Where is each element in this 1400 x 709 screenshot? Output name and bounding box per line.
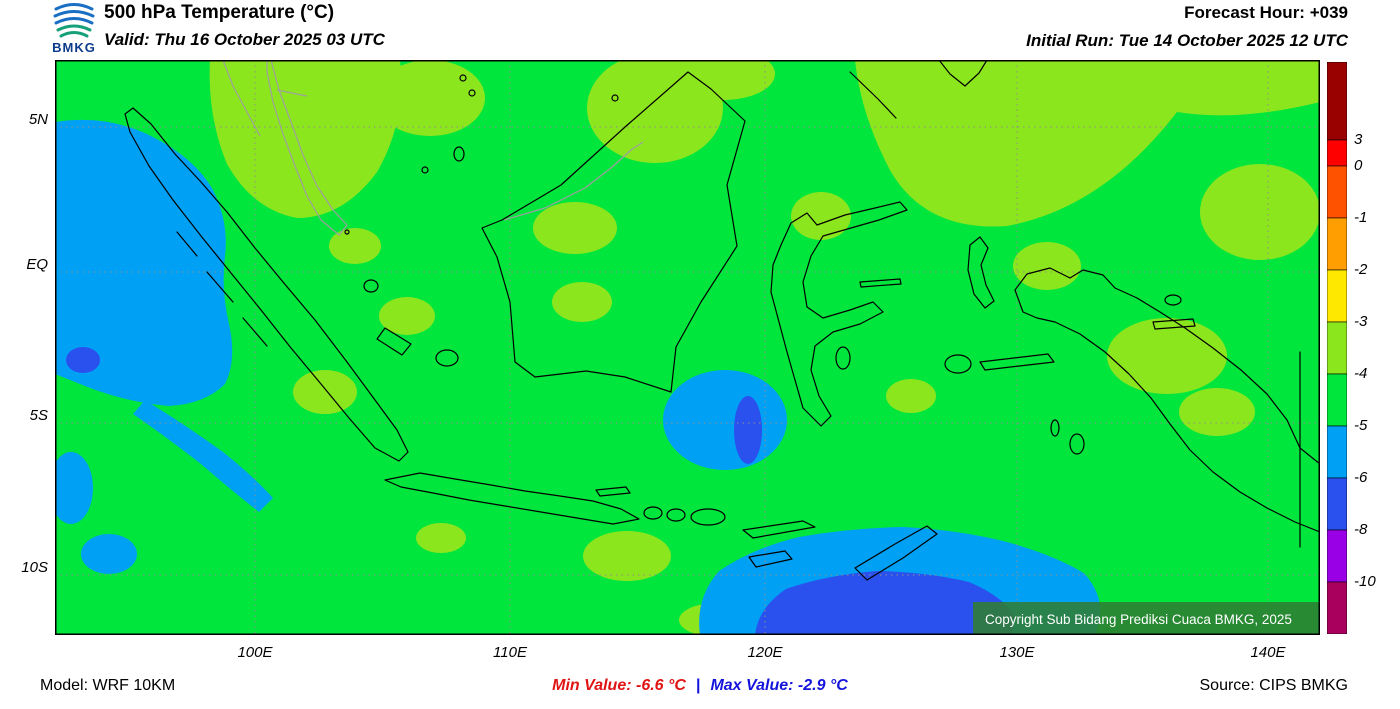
lat-label: EQ — [26, 256, 48, 273]
colorbar-tick-label: -6 — [1354, 469, 1368, 486]
colorbar-segment — [1327, 217, 1347, 271]
model-label: Model: WRF 10KM — [40, 677, 176, 694]
map-canvas: Copyright Sub Bidang Prediksi Cuaca BMKG… — [55, 60, 1320, 635]
colorbar-tick-label: -4 — [1354, 365, 1368, 382]
colorbar-tick-label: -8 — [1354, 521, 1368, 538]
colorbar-segment — [1327, 321, 1347, 375]
colorbar-tick-label: 3 — [1354, 131, 1363, 148]
colorbar-segment — [1327, 373, 1347, 427]
colorbar-tick-label: -1 — [1354, 209, 1368, 226]
lat-label: 10S — [21, 559, 48, 576]
bmkg-logo-label: BMKG — [52, 40, 96, 55]
temperature-shading-royal-blue — [66, 347, 1014, 635]
lon-label: 130E — [999, 644, 1035, 661]
colorbar-segment — [1327, 62, 1347, 141]
colorbar-segment — [1327, 581, 1347, 634]
colorbar-segment — [1327, 425, 1347, 479]
source-label: Source: CIPS BMKG — [1199, 677, 1349, 694]
colorbar — [1327, 62, 1347, 634]
min-max-summary: Min Value: -6.6 °C | Max Value: -2.9 °C — [552, 677, 848, 695]
colorbar-segment — [1327, 139, 1347, 167]
initial-run-label: Initial Run: Tue 14 October 2025 12 UTC — [1026, 31, 1348, 50]
colorbar-tick-label: -2 — [1354, 261, 1368, 278]
lon-label: 110E — [493, 644, 527, 661]
colorbar-tick-label: -3 — [1354, 313, 1368, 330]
lon-label: 100E — [237, 644, 273, 661]
colorbar-segment — [1327, 477, 1347, 531]
colorbar-tick-label: -10 — [1354, 573, 1376, 590]
copyright-text: Copyright Sub Bidang Prediksi Cuaca BMKG… — [985, 612, 1292, 627]
copyright-box — [973, 602, 1320, 635]
bmkg-logo: BMKG — [46, 2, 102, 55]
lat-label: 5N — [28, 111, 48, 128]
colorbar-tick-label: 0 — [1354, 157, 1363, 174]
lon-label: 140E — [1250, 644, 1286, 661]
bmkg-logo-icon — [53, 3, 95, 38]
valid-time-label: Valid: Thu 16 October 2025 03 UTC — [104, 30, 385, 49]
colorbar-segment — [1327, 269, 1347, 323]
colorbar-segment — [1327, 165, 1347, 219]
lon-label: 120E — [747, 644, 783, 661]
min-max-separator: | — [695, 677, 701, 694]
lat-label: 5S — [29, 407, 48, 424]
forecast-hour-label: Forecast Hour: +039 — [1184, 3, 1348, 22]
colorbar-segment — [1327, 529, 1347, 583]
colorbar-tick-label: -5 — [1354, 417, 1368, 434]
graticule-gridlines — [55, 60, 1320, 635]
map-title: 500 hPa Temperature (°C) — [104, 2, 335, 23]
country-borders — [222, 60, 644, 236]
map-frame — [55, 60, 1320, 635]
min-value-label: Min Value: -6.6 °C — [552, 677, 686, 694]
max-value-label: Max Value: -2.9 °C — [710, 677, 848, 694]
coastlines — [124, 60, 1320, 581]
